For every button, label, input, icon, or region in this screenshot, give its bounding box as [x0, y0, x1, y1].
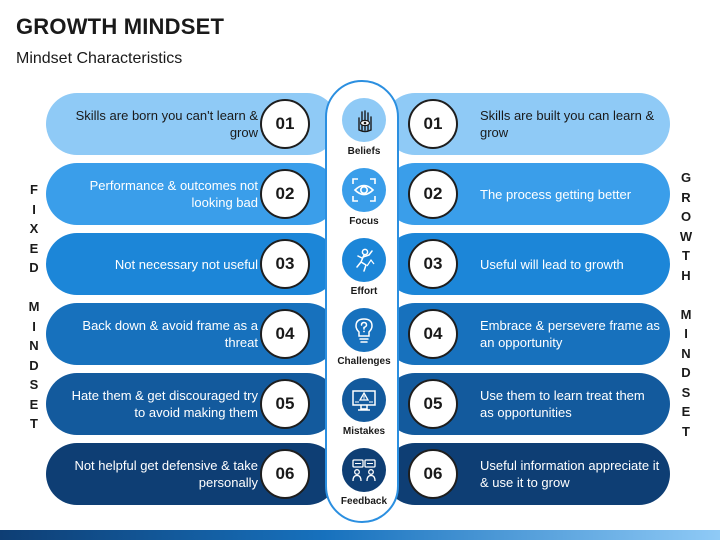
- row-number: 05: [408, 379, 458, 429]
- row-number: 04: [408, 309, 458, 359]
- fixed-row-text: Performance & outcomes not looking bad: [89, 178, 258, 210]
- question-bulb-icon: [342, 308, 386, 352]
- category-column: Beliefs Focus Effort: [325, 80, 399, 523]
- growth-row-4: 04 Embrace & persevere frame as an oppor…: [384, 303, 670, 365]
- page-title: GROWTH MINDSET: [16, 14, 225, 39]
- feedback-chat-icon: [342, 448, 386, 492]
- fixed-row-text: Back down & avoid frame as a threat: [82, 318, 258, 350]
- fixed-mindset-label: F I X E D M I N D S E T: [28, 182, 40, 431]
- category-challenges: Challenges: [327, 308, 401, 367]
- category-feedback: Feedback: [327, 448, 401, 507]
- growth-row-2: 02 The process getting better: [384, 163, 670, 225]
- category-label: Beliefs: [347, 146, 381, 157]
- climbing-person-icon: [342, 238, 386, 282]
- growth-mindset-label: G R O W T H M I N D S E T: [679, 170, 693, 439]
- fixed-row-5: Hate them & get discouraged try to avoid…: [46, 373, 338, 435]
- growth-row-text: Embrace & persevere frame as an opportun…: [480, 318, 660, 350]
- growth-row-text: Use them to learn treat them as opportun…: [480, 388, 645, 420]
- alert-monitor-icon: [342, 378, 386, 422]
- row-number: 05: [260, 379, 310, 429]
- fixed-row-text: Hate them & get discouraged try to avoid…: [71, 388, 258, 420]
- row-number: 01: [260, 99, 310, 149]
- fixed-row-text: Not helpful get defensive & take persona…: [74, 458, 258, 490]
- category-label: Effort: [350, 286, 378, 297]
- row-number: 03: [260, 239, 310, 289]
- row-number: 04: [260, 309, 310, 359]
- category-beliefs: Beliefs: [327, 98, 401, 157]
- row-number: 01: [408, 99, 458, 149]
- category-label: Mistakes: [342, 426, 386, 437]
- fixed-row-2: Performance & outcomes not looking bad 0…: [46, 163, 338, 225]
- category-effort: Effort: [327, 238, 401, 297]
- row-number: 06: [408, 449, 458, 499]
- row-number: 03: [408, 239, 458, 289]
- growth-row-text: Useful information appreciate it & use i…: [480, 458, 660, 490]
- category-focus: Focus: [327, 168, 401, 227]
- fixed-row-6: Not helpful get defensive & take persona…: [46, 443, 338, 505]
- category-label: Feedback: [340, 496, 388, 507]
- fixed-row-1: Skills are born you can't learn & grow 0…: [46, 93, 338, 155]
- hand-eye-icon: [342, 98, 386, 142]
- growth-row-3: 03 Useful will lead to growth: [384, 233, 670, 295]
- eye-focus-icon: [342, 168, 386, 212]
- category-mistakes: Mistakes: [327, 378, 401, 437]
- growth-row-1: 01 Skills are built you can learn & grow: [384, 93, 670, 155]
- growth-row-text: Useful will lead to growth: [480, 256, 624, 272]
- fixed-row-text: Skills are born you can't learn & grow: [75, 108, 258, 140]
- row-number: 02: [408, 169, 458, 219]
- fixed-row-text: Not necessary not useful: [114, 256, 258, 272]
- page-subtitle: Mindset Characteristics: [16, 50, 183, 67]
- growth-row-text: Skills are built you can learn & grow: [480, 108, 655, 140]
- category-label: Challenges: [337, 356, 391, 367]
- growth-row-5: 05 Use them to learn treat them as oppor…: [384, 373, 670, 435]
- row-number: 02: [260, 169, 310, 219]
- growth-row-text: The process getting better: [480, 186, 632, 202]
- fixed-row-3: Not necessary not useful 03: [46, 233, 338, 295]
- row-number: 06: [260, 449, 310, 499]
- fixed-row-4: Back down & avoid frame as a threat 04: [46, 303, 338, 365]
- growth-row-6: 06 Useful information appreciate it & us…: [384, 443, 670, 505]
- bottom-accent-bar: [0, 530, 720, 540]
- category-label: Focus: [349, 216, 379, 227]
